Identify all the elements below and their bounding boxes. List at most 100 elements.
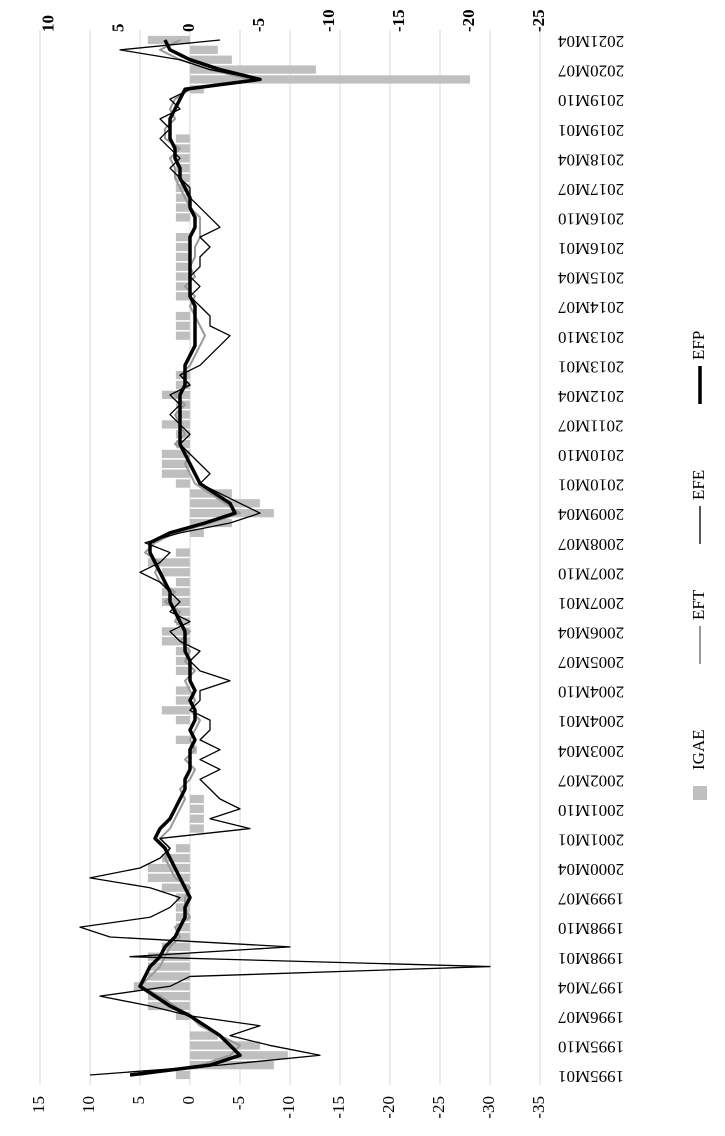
- bar: [161, 469, 190, 478]
- bar: [175, 272, 190, 281]
- bar: [175, 479, 190, 488]
- bar: [175, 548, 190, 557]
- x-tick-label: 2015M04: [558, 269, 625, 288]
- legend-label: IGAE: [689, 729, 708, 770]
- y-tick-label: -20: [379, 1096, 398, 1119]
- legend-label: EFP: [689, 331, 708, 360]
- y-tick-label: -15: [329, 1096, 348, 1119]
- x-tick-label: 2011M07: [558, 417, 624, 436]
- bar: [175, 1070, 190, 1080]
- y-tick-label: 15: [29, 1096, 48, 1113]
- y2-tick-label: -15: [389, 9, 408, 32]
- y-tick-label: -10: [279, 1096, 298, 1119]
- x-tick-label: 2021M04: [558, 32, 625, 51]
- x-tick-label: 1998M10: [558, 919, 624, 938]
- bar: [189, 1031, 218, 1040]
- line-series: [79, 39, 491, 1076]
- bar: [189, 1041, 260, 1050]
- y-tick-label: 10: [79, 1096, 98, 1113]
- x-tick-label: 2012M04: [558, 387, 625, 406]
- y2-tick-label: -25: [529, 9, 548, 32]
- bar: [175, 696, 190, 705]
- bar: [175, 252, 190, 261]
- x-tick-label: 2010M01: [558, 476, 624, 495]
- bar: [175, 154, 190, 163]
- bar: [147, 863, 190, 873]
- bar: [175, 331, 190, 340]
- x-tick-label: 2001M01: [558, 831, 624, 850]
- x-tick-label: 2007M01: [558, 594, 624, 613]
- x-tick-label: 1997M04: [558, 978, 625, 997]
- x-tick-label: 2016M01: [558, 239, 624, 258]
- bar: [189, 814, 204, 823]
- x-tick-label: 2014M07: [558, 298, 625, 317]
- x-tick-label: 2004M01: [558, 712, 624, 731]
- bar: [147, 873, 190, 882]
- x-tick-label: 2010M10: [558, 446, 624, 465]
- bar: [175, 844, 190, 853]
- bar: [189, 794, 204, 804]
- x-tick-label: 2009M04: [558, 505, 625, 524]
- x-tick-label: 2007M10: [558, 564, 624, 583]
- x-tick-label: 1995M10: [558, 1038, 624, 1057]
- x-tick-label: 2019M10: [558, 91, 624, 110]
- line-series: [129, 39, 262, 1077]
- x-tick-label: 1999M07: [558, 890, 625, 909]
- bar: [161, 706, 190, 715]
- bar: [175, 321, 190, 330]
- bar: [175, 735, 190, 744]
- y2-tick-label: 0: [179, 24, 198, 33]
- bar: [175, 311, 190, 321]
- x-tick-label: 2000M04: [558, 860, 625, 879]
- y2-tick-label: 10: [39, 15, 58, 32]
- legend-label: EFE: [689, 470, 708, 500]
- x-tick-label: 2004M10: [558, 683, 624, 702]
- line-series: [139, 39, 251, 1076]
- bar: [147, 35, 190, 45]
- y2-tick-label: -20: [459, 9, 478, 32]
- x-tick-label: 1998M01: [558, 949, 624, 968]
- y-tick-label: 5: [129, 1096, 148, 1105]
- y-tick-label: -25: [429, 1096, 448, 1119]
- y2-tick-label: 5: [109, 24, 128, 33]
- bar: [161, 459, 190, 468]
- bar: [175, 134, 190, 143]
- bar: [175, 233, 190, 242]
- legend-label: EFT: [689, 589, 708, 620]
- bar: [175, 666, 190, 675]
- x-tick-label: 2002M07: [558, 771, 625, 790]
- bar: [133, 982, 190, 991]
- bar: [189, 45, 218, 54]
- bar: [189, 75, 470, 84]
- x-tick-label: 2016M10: [558, 210, 624, 229]
- y-tick-label: -5: [229, 1096, 248, 1110]
- bar: [175, 203, 190, 212]
- bar: [175, 716, 190, 725]
- bar: [175, 578, 190, 587]
- x-tick-label: 2017M07: [558, 180, 625, 199]
- bar: [147, 972, 190, 981]
- chart-frame: 15 10 5 0 -5 -10 -15 -20 -25 -30 -35 10 5 0 -5 -10 -15 -2…: [29, 9, 708, 1118]
- bar: [189, 804, 204, 813]
- x-tick-label: 2001M10: [558, 801, 624, 820]
- y-tick-label: -30: [479, 1096, 498, 1119]
- bar: [175, 262, 190, 271]
- bar: [175, 213, 190, 222]
- x-tick-label: 1996M07: [558, 1008, 625, 1027]
- y-tick-label: 0: [179, 1096, 198, 1105]
- x-tick-label: 2019M01: [558, 121, 624, 140]
- y-tick-label: -35: [529, 1096, 548, 1119]
- x-tick-label: 2013M10: [558, 328, 624, 347]
- bar: [161, 420, 190, 429]
- x-tick-label: 2020M07: [558, 62, 625, 81]
- legend-swatch: [693, 786, 707, 800]
- x-tick-label: 2003M04: [558, 742, 625, 761]
- bar: [175, 242, 190, 252]
- bar: [161, 568, 190, 577]
- x-tick-label: 2005M07: [558, 653, 625, 672]
- y2-tick-label: -10: [319, 9, 338, 32]
- x-tick-label: 1995M01: [558, 1067, 624, 1086]
- x-tick-label: 2013M01: [558, 357, 624, 376]
- bar: [189, 824, 204, 833]
